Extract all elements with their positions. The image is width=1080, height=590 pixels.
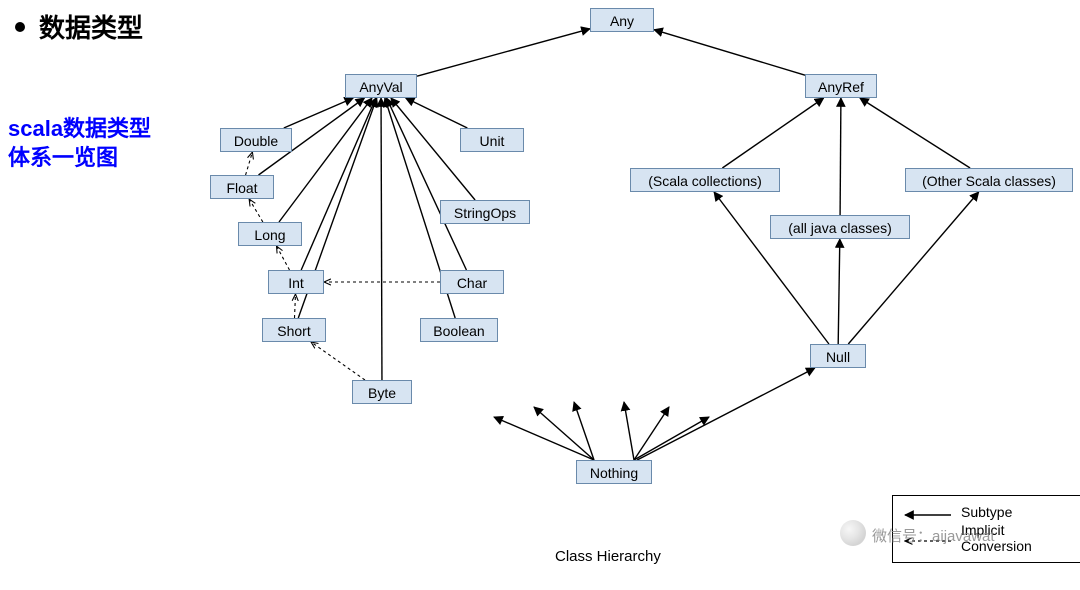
diagram-caption: Class Hierarchy	[555, 548, 661, 565]
node-unit: Unit	[460, 128, 524, 152]
node-long: Long	[238, 222, 302, 246]
node-any: Any	[590, 8, 654, 32]
legend-subtype: Subtype	[903, 504, 1078, 520]
legend-subtype-label: Subtype	[961, 504, 1012, 520]
node-nothing: Nothing	[576, 460, 652, 484]
page-subtitle: scala数据类型体系一览图	[8, 115, 158, 172]
node-byte: Byte	[352, 380, 412, 404]
node-boolean: Boolean	[420, 318, 498, 342]
title-row: 数据类型	[15, 8, 143, 45]
legend-arrow-solid-icon	[903, 507, 953, 517]
watermark-text: 微信号：aijavawat	[872, 525, 995, 546]
node-char: Char	[440, 270, 504, 294]
watermark-value: aijavawat	[932, 528, 995, 545]
node-null: Null	[810, 344, 866, 368]
page-title: 数据类型	[39, 8, 143, 45]
node-scalacoll: (Scala collections)	[630, 168, 780, 192]
node-otherscala: (Other Scala classes)	[905, 168, 1073, 192]
watermark-prefix: 微信号：	[872, 528, 932, 545]
node-float: Float	[210, 175, 274, 199]
wechat-icon	[840, 520, 866, 546]
node-alljava: (all java classes)	[770, 215, 910, 239]
node-anyref: AnyRef	[805, 74, 877, 98]
node-anyval: AnyVal	[345, 74, 417, 98]
node-stringops: StringOps	[440, 200, 530, 224]
bullet-icon	[15, 22, 25, 32]
node-short: Short	[262, 318, 326, 342]
node-double: Double	[220, 128, 292, 152]
node-int: Int	[268, 270, 324, 294]
